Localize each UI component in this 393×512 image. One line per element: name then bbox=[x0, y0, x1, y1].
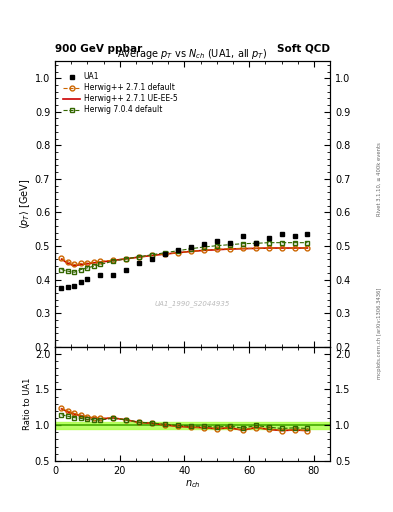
X-axis label: $n_{ch}$: $n_{ch}$ bbox=[185, 478, 200, 490]
Text: Rivet 3.1.10, ≥ 400k events: Rivet 3.1.10, ≥ 400k events bbox=[377, 142, 382, 216]
Y-axis label: Ratio to UA1: Ratio to UA1 bbox=[23, 377, 32, 430]
Text: UA1_1990_S2044935: UA1_1990_S2044935 bbox=[155, 301, 230, 307]
Bar bbox=[55, 421, 330, 429]
Legend: UA1, Herwig++ 2.7.1 default, Herwig++ 2.7.1 UE-EE-5, Herwig 7.0.4 default: UA1, Herwig++ 2.7.1 default, Herwig++ 2.… bbox=[62, 71, 179, 116]
Y-axis label: $\langle p_T \rangle$ [GeV]: $\langle p_T \rangle$ [GeV] bbox=[18, 179, 32, 229]
Text: Soft QCD: Soft QCD bbox=[277, 44, 330, 54]
Text: mcplots.cern.ch [arXiv:1306.3436]: mcplots.cern.ch [arXiv:1306.3436] bbox=[377, 287, 382, 378]
Title: Average $p_T$ vs $N_{ch}$ (UA1, all $p_T$): Average $p_T$ vs $N_{ch}$ (UA1, all $p_T… bbox=[118, 48, 268, 61]
Text: 900 GeV ppbar: 900 GeV ppbar bbox=[55, 44, 142, 54]
